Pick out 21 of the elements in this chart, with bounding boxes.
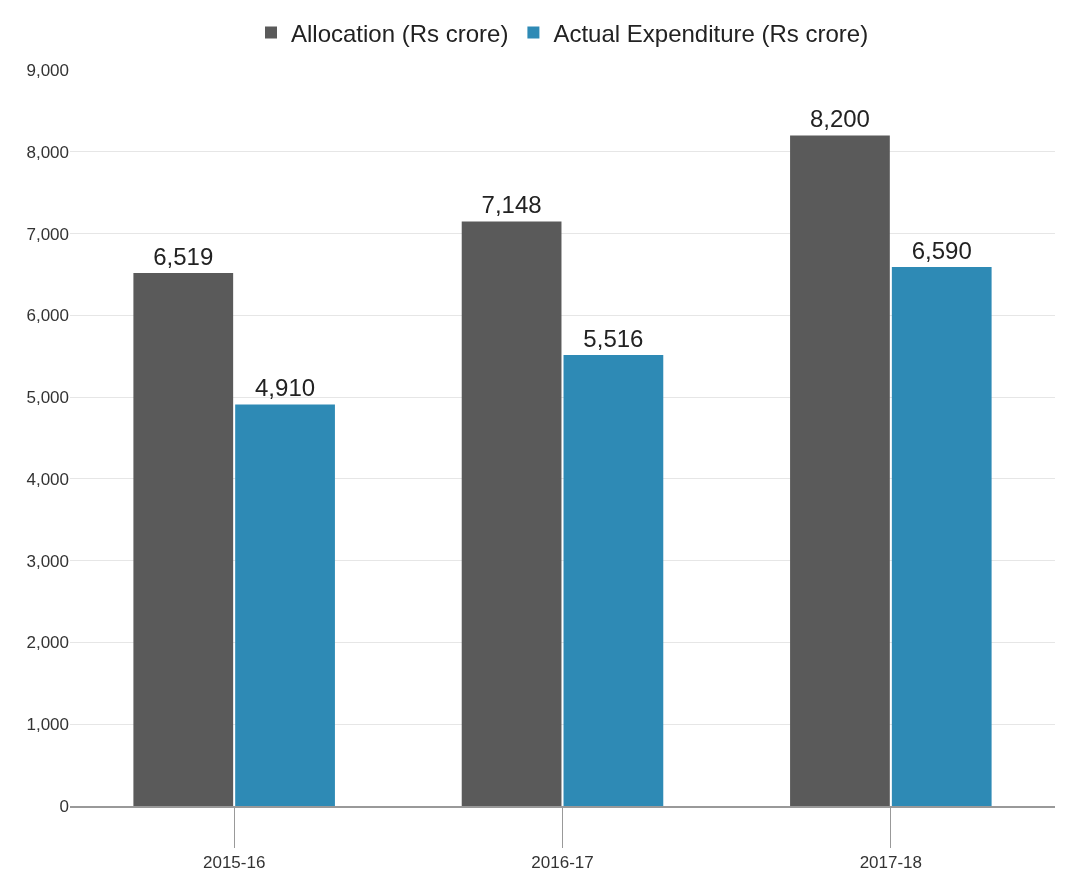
legend-label: Allocation (Rs crore) [291,19,509,47]
data-label: 4,910 [255,374,316,402]
y-tick-label: 2,000 [26,633,69,653]
y-tick-label: 3,000 [26,551,69,571]
data-label: 8,200 [809,105,870,133]
data-label: 5,516 [583,324,644,352]
y-tick-label: 4,000 [26,469,69,489]
y-tick-label: 1,000 [26,715,69,735]
x-tick-label: 2015-16 [202,853,266,873]
y-tick-label: 8,000 [26,142,69,162]
data-label: 6,519 [153,242,214,270]
x-tick-label: 2017-18 [859,853,923,873]
data-label: 6,590 [911,237,972,265]
y-tick-label: 0 [59,796,69,816]
y-tick-label: 6,000 [26,306,69,326]
y-tick-label: 9,000 [26,60,69,80]
legend-label: Actual Expenditure (Rs crore) [553,19,869,47]
data-label: 7,148 [481,191,542,219]
y-tick-label: 7,000 [26,224,69,244]
y-tick-label: 5,000 [26,388,69,408]
x-tick-label: 2016-17 [531,853,594,873]
